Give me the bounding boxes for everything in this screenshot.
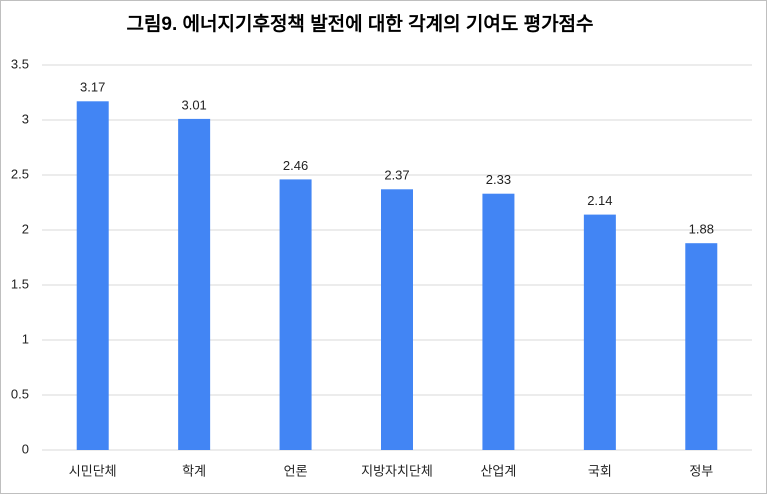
- data-label: 2.33: [486, 172, 511, 187]
- y-tick-label: 2.5: [11, 166, 29, 181]
- data-label: 3.17: [80, 80, 105, 95]
- data-label: 1.88: [689, 222, 714, 237]
- bar: [178, 118, 211, 451]
- data-label: 3.01: [181, 97, 206, 112]
- chart-title: 그림9. 에너지기후정책 발전에 대한 각계의 기여도 평가점수: [126, 13, 593, 35]
- x-tick-label: 산업계: [480, 463, 516, 478]
- y-tick-label: 0: [22, 441, 29, 456]
- data-label: 2.14: [587, 193, 612, 208]
- y-tick-label: 3: [22, 111, 29, 126]
- bar: [279, 179, 312, 450]
- x-tick-label: 학계: [182, 463, 206, 478]
- bar: [381, 189, 413, 451]
- bar: [482, 193, 515, 450]
- x-tick-label: 정부: [689, 463, 713, 478]
- x-tick-label: 시민단체: [69, 463, 117, 478]
- data-label: 2.46: [283, 158, 308, 173]
- y-tick-label: 1: [22, 331, 29, 346]
- y-tick-label: 1.5: [11, 276, 29, 291]
- x-tick-label: 언론: [284, 463, 308, 478]
- bar: [76, 101, 109, 451]
- bar: [583, 214, 616, 450]
- x-tick-label: 국회: [588, 463, 612, 478]
- y-tick-label: 2: [22, 221, 29, 236]
- x-tick-label: 지방자치단체: [361, 463, 433, 478]
- data-label: 2.37: [384, 168, 409, 183]
- bar: [685, 243, 718, 450]
- y-tick-label: 0.5: [11, 386, 29, 401]
- y-tick-label: 3.5: [11, 56, 29, 71]
